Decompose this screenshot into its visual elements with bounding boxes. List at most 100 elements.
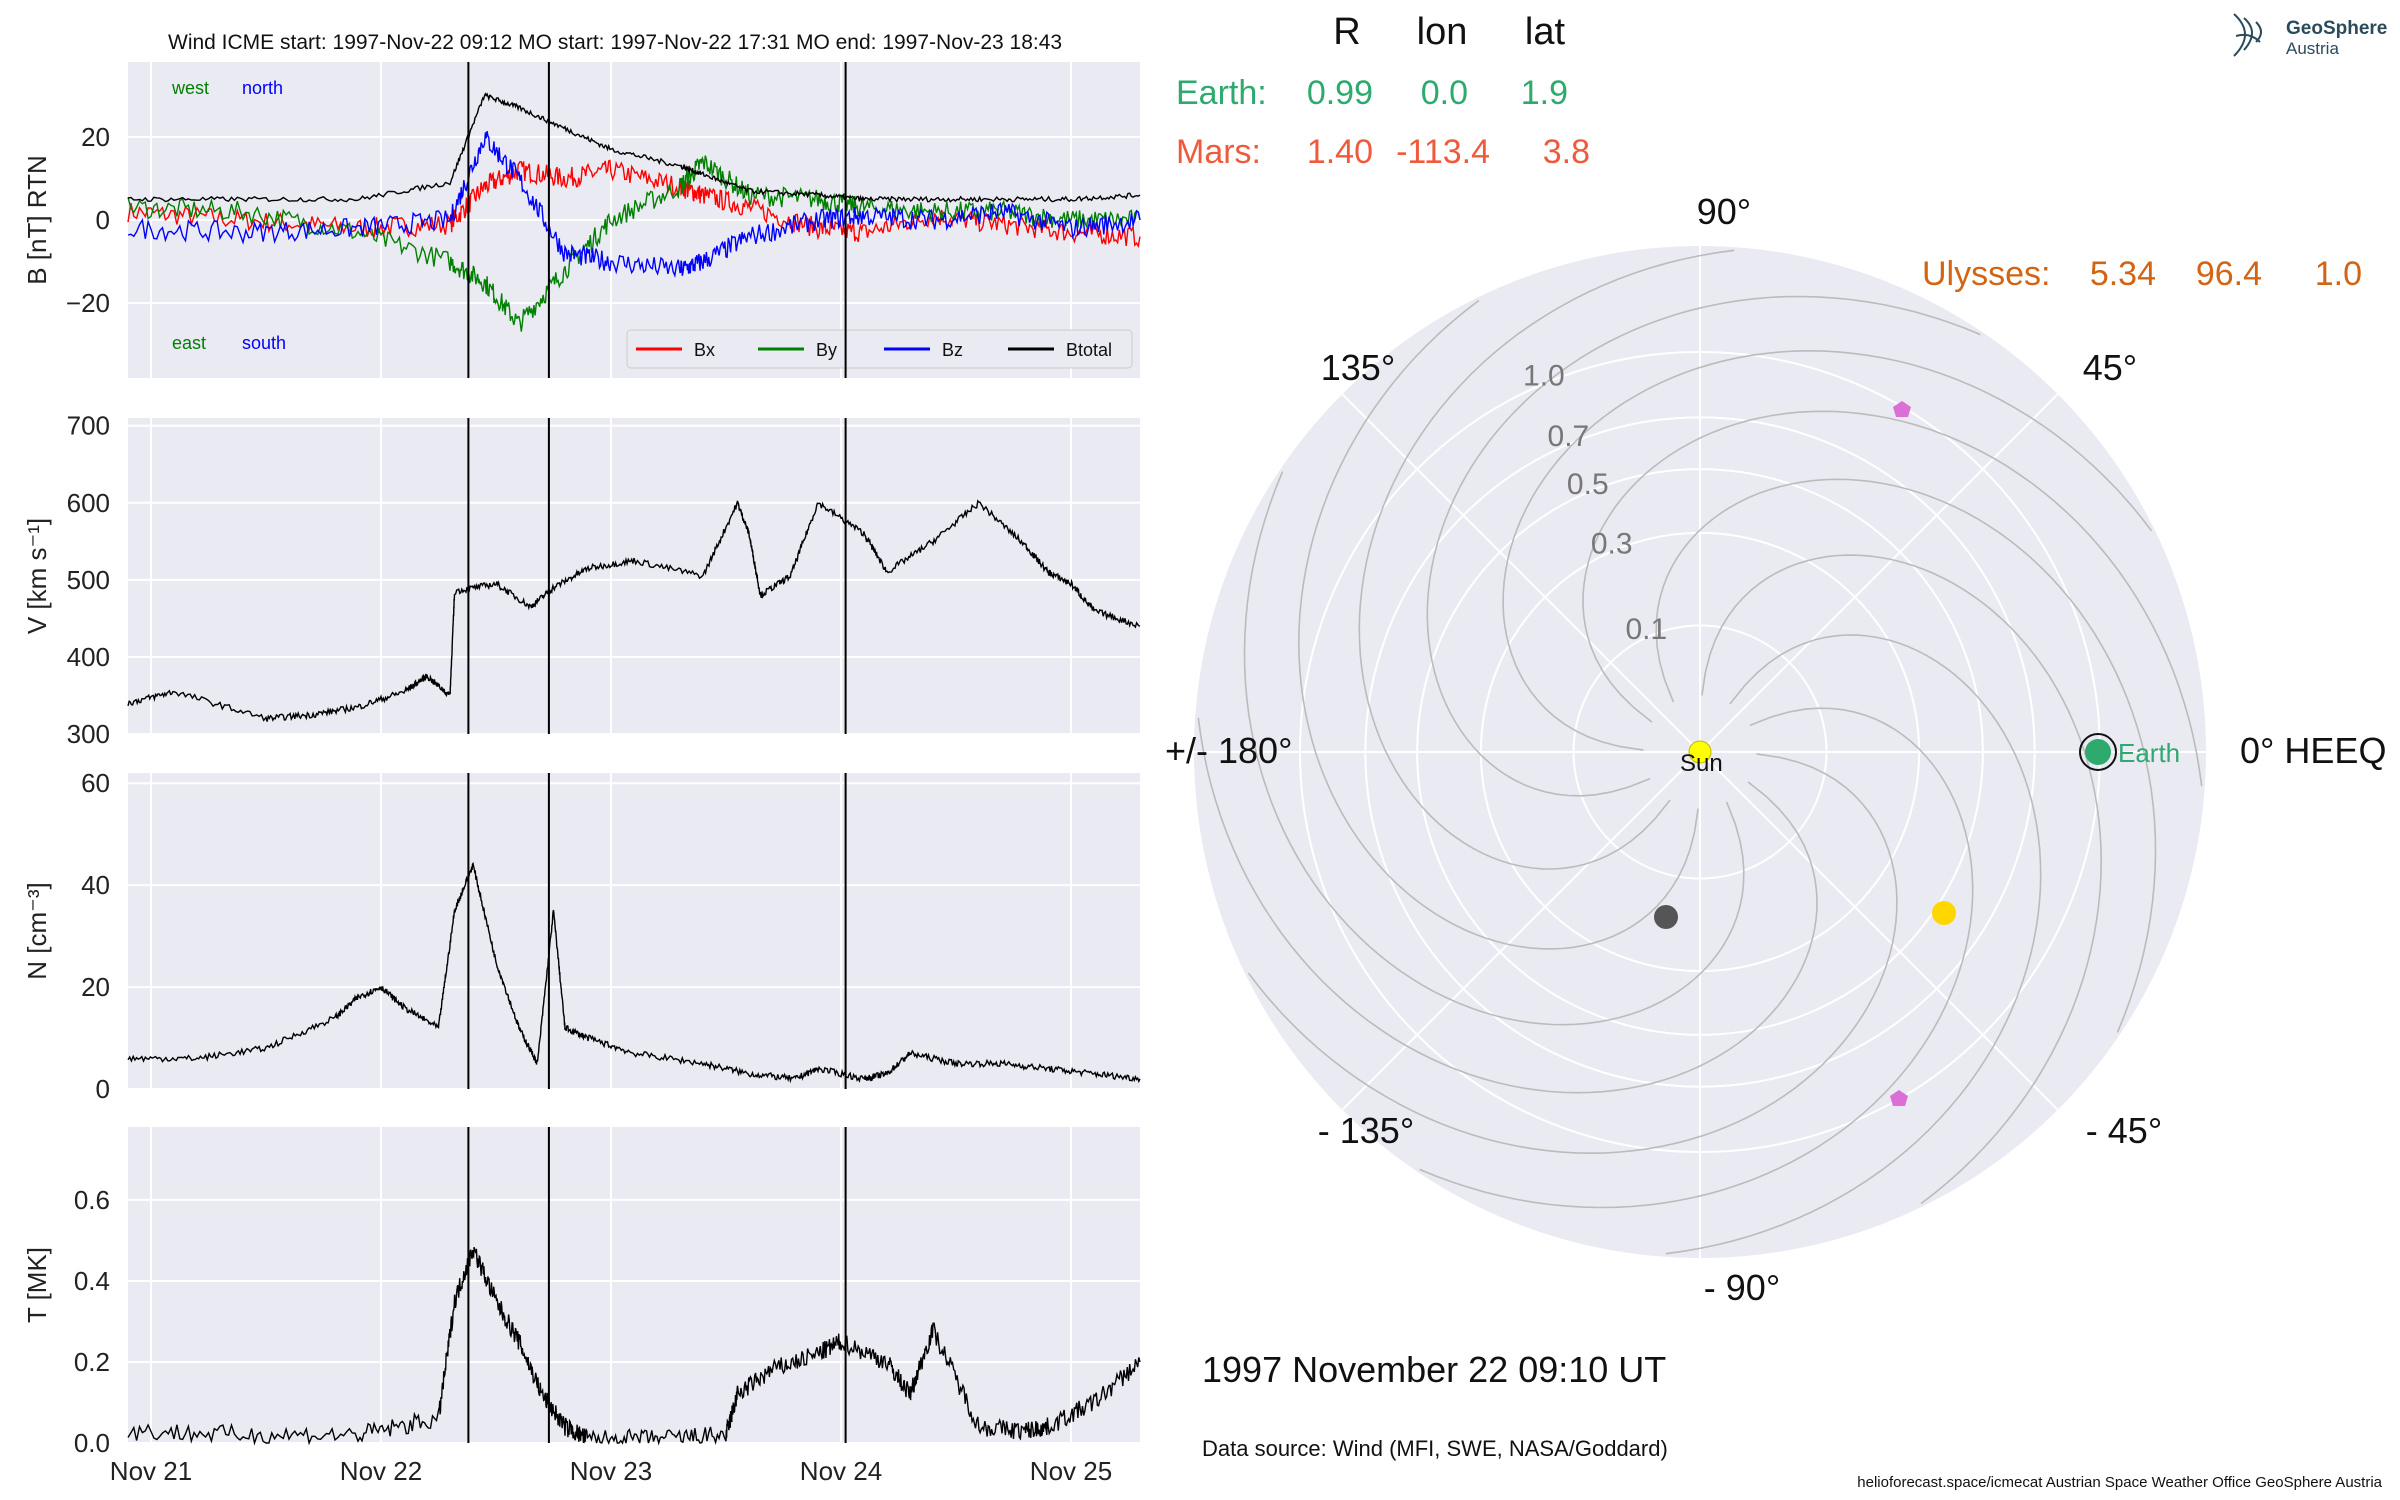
r-tick-label: 0.7 [1548,420,1590,453]
y-axis-label: V [km s⁻¹] [22,518,52,634]
spiral-line [1701,554,2103,1205]
y-tick-label: 20 [81,972,110,1002]
series-by [127,155,1141,332]
spiral-line [1419,707,1974,1209]
sun-marker [1688,740,1712,764]
y-tick-label: 0.0 [74,1428,110,1458]
figure-title: Wind ICME start: 1997-Nov-22 09:12 MO st… [168,31,1062,54]
legend-entry-by: By [816,340,837,360]
polar-grid [1194,246,2206,1258]
y-axis-label: B [nT] RTN [22,155,52,285]
ulysses-row-lat: 1.0 [2315,255,2362,293]
angle-label: 90° [1697,191,1751,232]
radial-ring [1479,531,1921,973]
r-tick-label: 1.0 [1523,360,1565,393]
mars-row-lat: 3.8 [1543,133,1590,171]
plot-date: 1997 November 22 09:10 UT [1202,1349,1666,1390]
earth-row-lat: 1.9 [1521,74,1568,112]
y-tick-label: 300 [67,719,110,749]
radial-gridline [1699,393,2059,753]
x-tick-label: Nov 22 [340,1456,422,1486]
legend-entry-bz: Bz [942,340,963,360]
r-tick-label: 0.5 [1567,468,1609,501]
spiral-line [1582,410,2203,787]
venus-marker [1932,901,1956,925]
ulysses-row-r: 5.34 [2090,255,2156,293]
radial-ring [1572,624,1828,880]
angle-label: - 45° [2086,1110,2162,1151]
earth-marker [2085,739,2111,765]
earth-row-name: Earth: [1176,74,1267,112]
corner-label-west: west [171,78,209,98]
header-lon: lon [1417,11,1468,53]
spiral-line [1358,249,1735,870]
ulysses-row-lon: 96.4 [2196,255,2262,293]
panel-0: 20 0 −20 B [nT] RTN west north east south Bx By Bz… [22,62,1141,378]
y-tick-label: 60 [81,768,110,798]
spacecraft-marker-lower [1890,1090,1908,1106]
spiral-line [1665,634,2042,1255]
angle-label: 135° [1321,347,1395,388]
y-tick-label: 0 [96,1074,110,1104]
spiral-line [1197,717,1818,1094]
r-tick-label: 0.3 [1591,527,1633,560]
y-tick-label: 0.2 [74,1347,110,1377]
x-tick-label: Nov 25 [1030,1456,1112,1486]
sun-label: Sun [1680,750,1723,777]
polar-labels: 0.1 0.3 0.5 0.7 1.0 90° 45° 0° HEEQ - 45° - 90° - … [1165,191,2386,1308]
ulysses-row-name: Ulysses: [1922,255,2050,293]
logo-icon [2233,13,2262,57]
angle-label: - 135° [1318,1110,1414,1151]
mercury-marker [1654,905,1678,929]
earth-ring [2079,733,2117,771]
y-tick-label: 20 [81,122,110,152]
series-line [127,861,1141,1084]
series-line [127,1246,1141,1446]
logo-line2: Austria [2286,39,2339,58]
panel-1: 700 600 500 400 300 V [km s⁻¹] [22,411,1141,749]
mars-row-name: Mars: [1176,133,1261,171]
x-tick-label: Nov 21 [110,1456,192,1486]
spiral-line [1297,299,1699,950]
legend-entry-btotal: Btotal [1066,340,1112,360]
angle-label: - 90° [1704,1267,1780,1308]
y-tick-label: −20 [66,288,110,318]
y-tick-label: 600 [67,488,110,518]
parker-spiral [1197,249,2203,1255]
y-tick-label: 500 [67,565,110,595]
y-tick-label: 400 [67,642,110,672]
mars-row-lon: -113.4 [1396,133,1490,171]
legend-entry-bx: Bx [694,340,715,360]
y-tick-label: 0.4 [74,1266,110,1296]
angle-label: 0° HEEQ [2240,730,2386,771]
angle-label: +/- 180° [1165,730,1292,771]
r-tick-label: 0.1 [1626,613,1668,646]
y-axis-label: N [cm⁻³] [22,882,52,980]
spiral-line [1247,753,1898,1155]
series-line [127,499,1141,722]
legend: Bx By Bz Btotal [626,329,1133,369]
corner-label-east: east [172,333,206,353]
mars-row-r: 1.40 [1307,133,1373,171]
panel-2: 60 40 20 0 N [cm⁻³] [22,768,1141,1104]
spiral-line [1426,295,1981,797]
radial-gridline [1341,393,1701,753]
geosphere-logo: GeoSphere Austria [2233,13,2387,58]
y-tick-label: 700 [67,411,110,441]
angle-label: 45° [2083,347,2137,388]
series-btotal [127,92,1141,204]
time-series-panels: 20 0 −20 B [nT] RTN west north east south Bx By Bz… [22,62,1141,1486]
panel-3: 0.6 0.4 0.2 0.0 T [MK] [22,1127,1141,1458]
y-axis-label: T [MK] [22,1247,52,1323]
x-tick-label: Nov 24 [800,1456,882,1486]
x-tick-label: Nov 23 [570,1456,652,1486]
panel-background [128,773,1140,1089]
polar-plot: 0.1 0.3 0.5 0.7 1.0 90° 45° 0° HEEQ - 45° - 90° - … [1165,191,2386,1308]
series-bz [127,130,1141,278]
footer-credits: helioforecast.space/icmecat Austrian Spa… [1857,1474,2382,1491]
radial-gridline [1699,751,2059,1111]
header-r: R [1333,11,1360,53]
position-table: R lon lat Earth: 0.99 0.0 1.9 Mars: 1.40… [1176,11,2362,293]
y-tick-label: 0 [96,205,110,235]
